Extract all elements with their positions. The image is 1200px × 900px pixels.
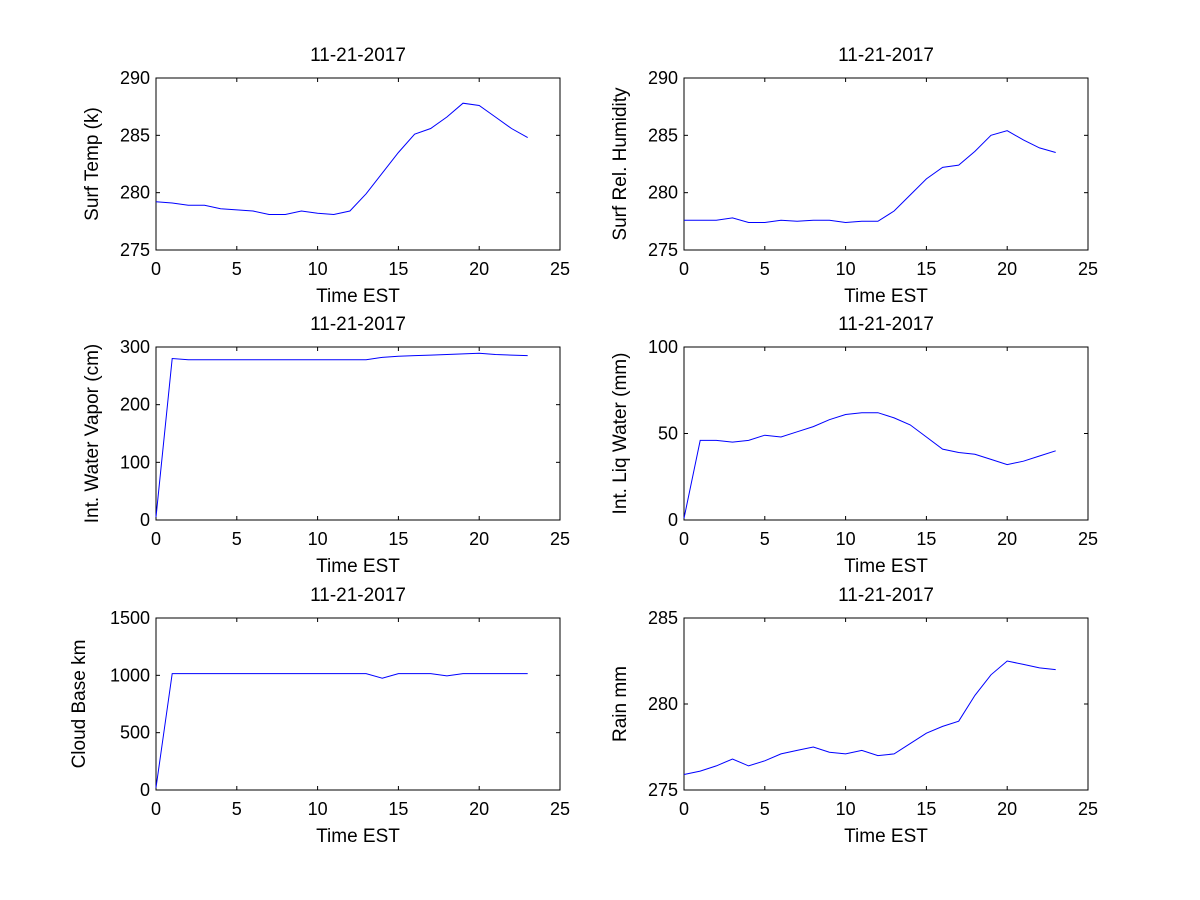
y-tick-label: 100 bbox=[648, 337, 678, 357]
subplot-3: 0 5 10 15 20 25 0 100 200 300 11-21-2017 Time EST In… bbox=[82, 314, 570, 577]
x-tick-label: 0 bbox=[151, 799, 161, 819]
y-tick-label: 200 bbox=[120, 395, 150, 415]
y-tick-label: 290 bbox=[648, 68, 678, 88]
y-axis-label: Int. Water Vapor (cm) bbox=[82, 344, 103, 523]
subplot-title: 11-21-2017 bbox=[310, 585, 406, 606]
x-tick-label: 25 bbox=[1078, 529, 1098, 549]
x-tick-label: 0 bbox=[679, 799, 689, 819]
series-line bbox=[684, 130, 1056, 224]
x-tick-label: 5 bbox=[232, 529, 242, 549]
y-axis-label: Surf Temp (k) bbox=[82, 107, 103, 221]
subplot-title: 11-21-2017 bbox=[838, 585, 934, 606]
axes-box bbox=[683, 77, 1089, 251]
x-tick-label: 20 bbox=[469, 259, 489, 279]
y-tick-label: 500 bbox=[120, 723, 150, 743]
subplot-title: 11-21-2017 bbox=[838, 314, 934, 335]
y-tick-label: 280 bbox=[648, 694, 678, 714]
x-tick-label: 0 bbox=[151, 529, 161, 549]
y-tick-label: 1500 bbox=[110, 608, 150, 628]
x-tick-label: 15 bbox=[916, 799, 936, 819]
subplot-title: 11-21-2017 bbox=[310, 45, 406, 66]
y-tick-label: 285 bbox=[648, 608, 678, 628]
x-axis-label: Time EST bbox=[316, 286, 400, 307]
x-tick-label: 5 bbox=[232, 259, 242, 279]
x-tick-label: 15 bbox=[916, 259, 936, 279]
subplot-4: 0 5 10 15 20 25 0 50 100 11-21-2017 Time EST Int. L… bbox=[610, 314, 1098, 577]
subplot-2: 0 5 10 15 20 25 275 280 285 290 11-21-2017 Time EST… bbox=[610, 45, 1098, 307]
x-tick-label: 25 bbox=[550, 259, 570, 279]
x-tick-label: 15 bbox=[388, 529, 408, 549]
axes-box bbox=[155, 77, 561, 251]
x-tick-label: 10 bbox=[308, 529, 328, 549]
x-tick-label: 5 bbox=[760, 799, 770, 819]
x-tick-label: 10 bbox=[836, 259, 856, 279]
axes-box bbox=[155, 617, 561, 791]
x-tick-label: 10 bbox=[836, 799, 856, 819]
x-axis-label: Time EST bbox=[316, 826, 400, 847]
x-tick-label: 0 bbox=[679, 259, 689, 279]
y-tick-label: 275 bbox=[648, 780, 678, 800]
y-tick-label: 290 bbox=[120, 68, 150, 88]
subplot-1: 0 5 10 15 20 25 275 280 285 290 11-21-2017 Time EST… bbox=[82, 45, 570, 307]
x-tick-label: 25 bbox=[550, 529, 570, 549]
x-axis-label: Time EST bbox=[844, 556, 928, 577]
y-tick-label: 275 bbox=[648, 240, 678, 260]
subplot-title: 11-21-2017 bbox=[310, 314, 406, 335]
x-tick-label: 25 bbox=[1078, 799, 1098, 819]
x-axis-label: Time EST bbox=[316, 556, 400, 577]
x-tick-label: 5 bbox=[232, 799, 242, 819]
x-tick-label: 20 bbox=[997, 799, 1017, 819]
series-line bbox=[683, 660, 1056, 775]
subplot-title: 11-21-2017 bbox=[838, 45, 934, 66]
x-tick-label: 25 bbox=[1078, 259, 1098, 279]
y-axis-label: Rain mm bbox=[610, 666, 631, 742]
y-tick-label: 0 bbox=[140, 780, 150, 800]
x-tick-label: 20 bbox=[997, 259, 1017, 279]
x-axis-label: Time EST bbox=[844, 826, 928, 847]
x-tick-label: 0 bbox=[151, 259, 161, 279]
y-axis-label: Surf Rel. Humidity bbox=[610, 87, 631, 241]
y-axis-label: Int. Liq Water (mm) bbox=[610, 353, 631, 515]
y-tick-label: 275 bbox=[120, 240, 150, 260]
series-line bbox=[155, 673, 528, 788]
x-tick-label: 20 bbox=[997, 529, 1017, 549]
y-tick-label: 285 bbox=[120, 125, 150, 145]
y-tick-label: 280 bbox=[120, 183, 150, 203]
x-tick-label: 5 bbox=[760, 259, 770, 279]
y-tick-label: 285 bbox=[648, 125, 678, 145]
series-line bbox=[683, 412, 1056, 519]
subplot-6: 0 5 10 15 20 25 275 280 285 11-21-2017 Time EST Rai… bbox=[610, 585, 1098, 847]
y-axis-label: Cloud Base km bbox=[69, 640, 90, 769]
y-tick-label: 100 bbox=[120, 452, 150, 472]
y-tick-label: 280 bbox=[648, 183, 678, 203]
x-tick-label: 20 bbox=[469, 799, 489, 819]
y-tick-label: 300 bbox=[120, 337, 150, 357]
x-tick-label: 20 bbox=[469, 529, 489, 549]
axes-box bbox=[683, 346, 1089, 521]
subplot-5: 0 5 10 15 20 25 0 500 1000 1500 11-21-2017 Time EST… bbox=[69, 585, 570, 847]
x-tick-label: 15 bbox=[388, 259, 408, 279]
x-tick-label: 10 bbox=[308, 799, 328, 819]
series-line bbox=[155, 102, 528, 216]
y-tick-label: 1000 bbox=[110, 665, 150, 685]
x-tick-label: 0 bbox=[679, 529, 689, 549]
x-tick-label: 25 bbox=[550, 799, 570, 819]
series-line bbox=[155, 352, 528, 518]
x-tick-label: 15 bbox=[916, 529, 936, 549]
x-tick-label: 10 bbox=[836, 529, 856, 549]
y-tick-label: 0 bbox=[140, 510, 150, 530]
y-tick-label: 50 bbox=[658, 424, 678, 444]
x-tick-label: 10 bbox=[308, 259, 328, 279]
axes-box bbox=[155, 346, 561, 521]
x-tick-label: 5 bbox=[760, 529, 770, 549]
x-tick-label: 15 bbox=[388, 799, 408, 819]
y-tick-label: 0 bbox=[668, 510, 678, 530]
x-axis-label: Time EST bbox=[844, 286, 928, 307]
